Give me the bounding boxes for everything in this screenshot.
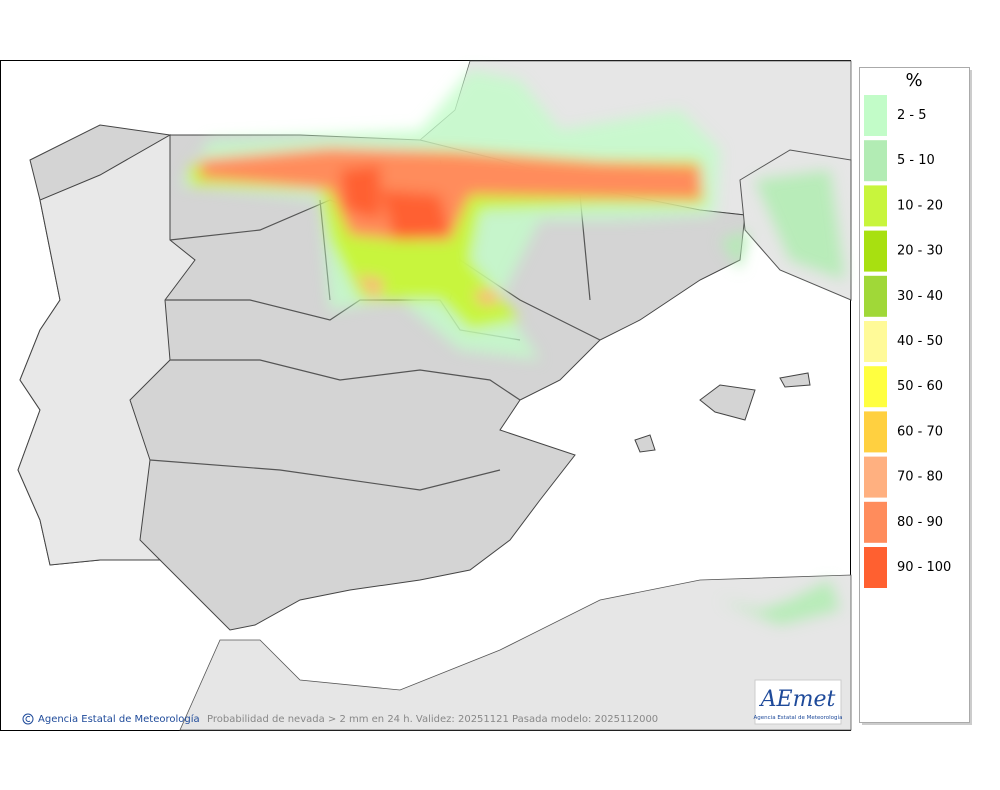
legend-label: 90 - 100: [897, 560, 951, 575]
footer: Agencia Estatal de Meteorología Probabil…: [22, 713, 658, 725]
copyright-icon: [25, 716, 31, 722]
legend-swatch: [864, 321, 887, 362]
legend-label: 20 - 30: [897, 244, 943, 259]
legend-label: 60 - 70: [897, 424, 943, 439]
legend-swatch: [864, 501, 887, 543]
legend-label: 30 - 40: [897, 289, 943, 304]
legend-swatch: [864, 366, 887, 408]
legend-label: 50 - 60: [897, 379, 943, 394]
legend-title: %: [905, 70, 922, 91]
legend-swatch: [864, 140, 887, 182]
logo-box: [754, 679, 842, 725]
logo-subtitle: Agencia Estatal de Meteorología: [754, 714, 843, 721]
logo: AEmet Agencia Estatal de Meteorología: [754, 679, 843, 725]
africa: [179, 574, 852, 731]
legend-label: 2 - 5: [897, 108, 927, 123]
legend-label: 80 - 90: [897, 515, 943, 530]
legend-label: 10 - 20: [897, 198, 943, 213]
legend-swatch: [864, 275, 887, 317]
snow-probability: [180, 70, 845, 625]
legend: % 2 - 5 5 - 10 10 - 20 20 - 30 30 - 40 40 - 5…: [859, 67, 972, 725]
copyright-icon: [22, 713, 34, 725]
legend-label: 70 - 80: [897, 470, 943, 485]
legend-swatch: [864, 185, 887, 227]
legend-swatch: [864, 456, 887, 498]
portugal: [17, 134, 196, 566]
legend-swatch: [864, 95, 887, 136]
legend-label: 40 - 50: [897, 334, 943, 349]
map: [0, 60, 852, 731]
legend-swatch: [864, 230, 887, 272]
legend-swatch: [864, 547, 887, 588]
balearic-islands: [634, 372, 811, 453]
legend-label: 5 - 10: [897, 153, 935, 168]
logo-name: AEmet: [759, 687, 836, 712]
caption: Probabilidad de nevada > 2 mm en 24 h. V…: [207, 714, 658, 725]
copyright: Agencia Estatal de Meteorología: [38, 713, 200, 725]
legend-swatch: [864, 411, 887, 453]
